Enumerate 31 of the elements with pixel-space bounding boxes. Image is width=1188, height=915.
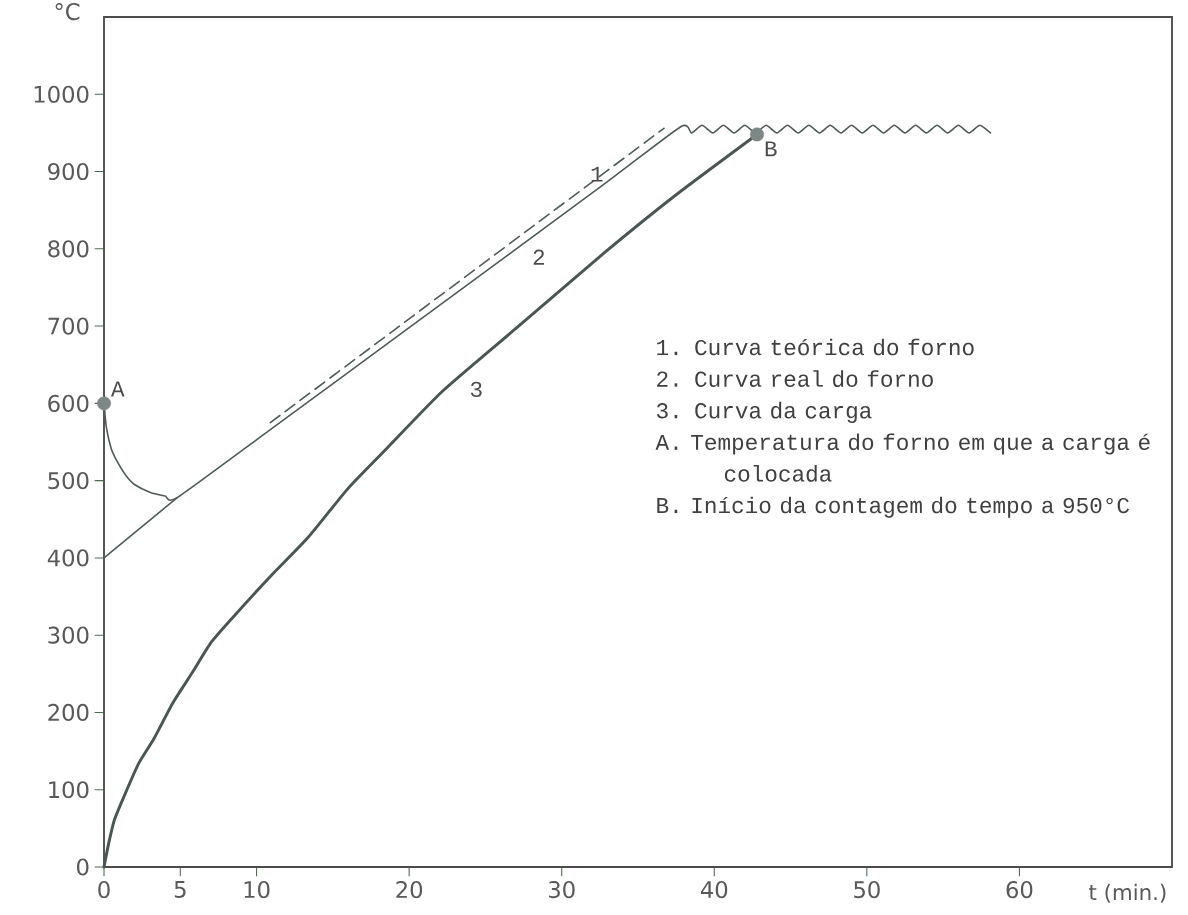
annotation: A. Temperatura do forno em que a carga é colocada <box>655 433 1150 482</box>
x-axis-title: t (min.) <box>1089 883 1166 903</box>
annotation: 3. Curva da carga <box>656 401 872 423</box>
annotation: 2 <box>533 249 545 265</box>
y-tick-label: 800 <box>48 240 89 258</box>
x-tick-label: 20 <box>396 881 423 899</box>
y-tick-label: 600 <box>48 394 89 412</box>
y-tick-label: 200 <box>48 703 89 722</box>
annotation: 1 <box>591 166 603 182</box>
annotation: A <box>110 381 125 397</box>
y-tick-label: 300 <box>48 626 89 644</box>
y-tick-label: 700 <box>48 317 89 335</box>
x-tick-label: 0 <box>98 881 110 899</box>
annotation: 2. Curva real do forno <box>657 370 933 387</box>
x-tick-label: 10 <box>244 881 270 899</box>
x-tick-label: 30 <box>549 881 575 899</box>
y-tick-label: 900 <box>48 162 89 181</box>
x-tick-label: 50 <box>854 881 880 899</box>
y-tick-label: 100 <box>49 781 89 799</box>
annotation: 3 <box>470 381 482 398</box>
y-tick-label: 500 <box>48 472 89 490</box>
y-tick-label: 400 <box>47 549 89 567</box>
y-axis-title: °C <box>55 3 80 21</box>
y-tick-label: 0 <box>77 858 89 876</box>
annotation: 1. Curva teórica do forno <box>657 338 974 356</box>
x-tick-label: 60 <box>1006 881 1033 899</box>
annotation: B. Início da contagem do tempo a 950°C <box>657 496 1130 518</box>
annotation: B <box>765 141 777 157</box>
y-tick-label: 1000 <box>34 85 89 103</box>
x-tick-label: 40 <box>700 881 728 899</box>
x-tick-label: 5 <box>174 881 186 898</box>
